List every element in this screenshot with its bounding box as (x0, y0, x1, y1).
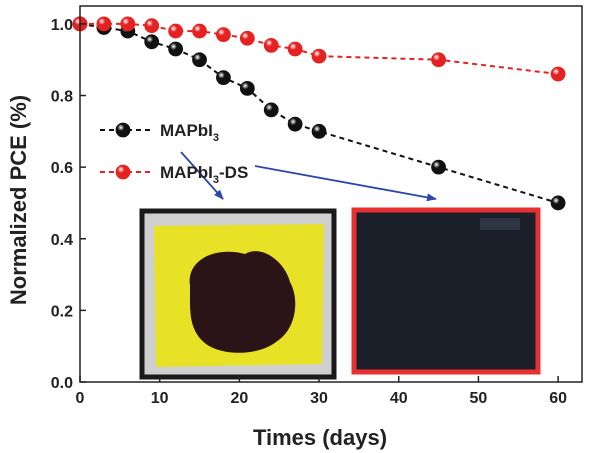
x-tick-label: 10 (151, 390, 169, 407)
axes: 0 10 20 30 40 50 60 0.0 0.2 0.4 0.6 0.8 1.0 (51, 5, 583, 407)
data-point (287, 116, 303, 132)
inset-frame (351, 207, 541, 375)
film-reflection (480, 218, 520, 230)
inset-photos (139, 207, 541, 380)
data-point (120, 16, 136, 32)
legend-label: MAPbI3-DS (160, 163, 248, 186)
y-tick-label: 0.4 (51, 232, 73, 249)
inset-frame (139, 208, 337, 380)
data-point (144, 18, 160, 34)
y-tick-label: 1.0 (51, 17, 73, 34)
data-point (192, 52, 207, 68)
data-point (239, 80, 255, 96)
data-point (144, 34, 160, 50)
data-point (168, 41, 184, 57)
y-tick-label: 0.2 (51, 303, 73, 320)
data-point (550, 66, 566, 82)
legend-entry-MAPbI3: MAPbI3 (100, 121, 219, 144)
pointer-arrows (180, 151, 437, 202)
y-tick-label: 0.6 (51, 160, 73, 177)
legend-marker (115, 122, 131, 138)
legend-label: MAPbI3 (160, 121, 219, 144)
legend-entry-MAPbI3-DS: MAPbI3-DS (100, 163, 248, 186)
x-tick-label: 50 (470, 390, 488, 407)
plot-frame (79, 5, 583, 383)
data-point (311, 48, 327, 64)
data-point (550, 195, 566, 211)
y-tick-label: 0.0 (51, 375, 73, 392)
data-point (311, 123, 327, 139)
arrow-to-degraded-film (180, 151, 224, 200)
legend-marker (115, 164, 131, 180)
legend: MAPbI3 MAPbI3-DS (100, 121, 248, 186)
data-series (72, 16, 566, 211)
x-tick-label: 30 (310, 390, 328, 407)
degraded-film-photo (139, 208, 337, 380)
degraded-spot (189, 251, 296, 353)
film-dark (353, 209, 538, 371)
x-tick-label: 20 (230, 390, 248, 407)
data-point (287, 41, 303, 57)
x-tick-label: 0 (76, 390, 85, 407)
x-tick-label: 60 (549, 390, 567, 407)
series-MAPbI3 (72, 16, 566, 211)
stable-film-photo (351, 207, 541, 375)
x-axis-label: Times (days) (253, 425, 387, 450)
data-point (168, 23, 184, 39)
data-point (263, 102, 279, 118)
data-point (263, 37, 279, 53)
data-point (431, 52, 446, 68)
data-point (216, 70, 231, 86)
data-point (216, 27, 231, 43)
data-point (239, 30, 255, 46)
x-tick-label: 40 (390, 390, 408, 407)
data-point (96, 16, 112, 32)
arrow-to-stable-film (254, 165, 437, 202)
data-point (192, 23, 207, 39)
series-MAPbI3-DS (72, 16, 566, 82)
data-point (431, 159, 446, 175)
y-tick-label: 0.8 (51, 89, 73, 106)
y-axis-label: Normalized PCE (%) (6, 95, 31, 305)
